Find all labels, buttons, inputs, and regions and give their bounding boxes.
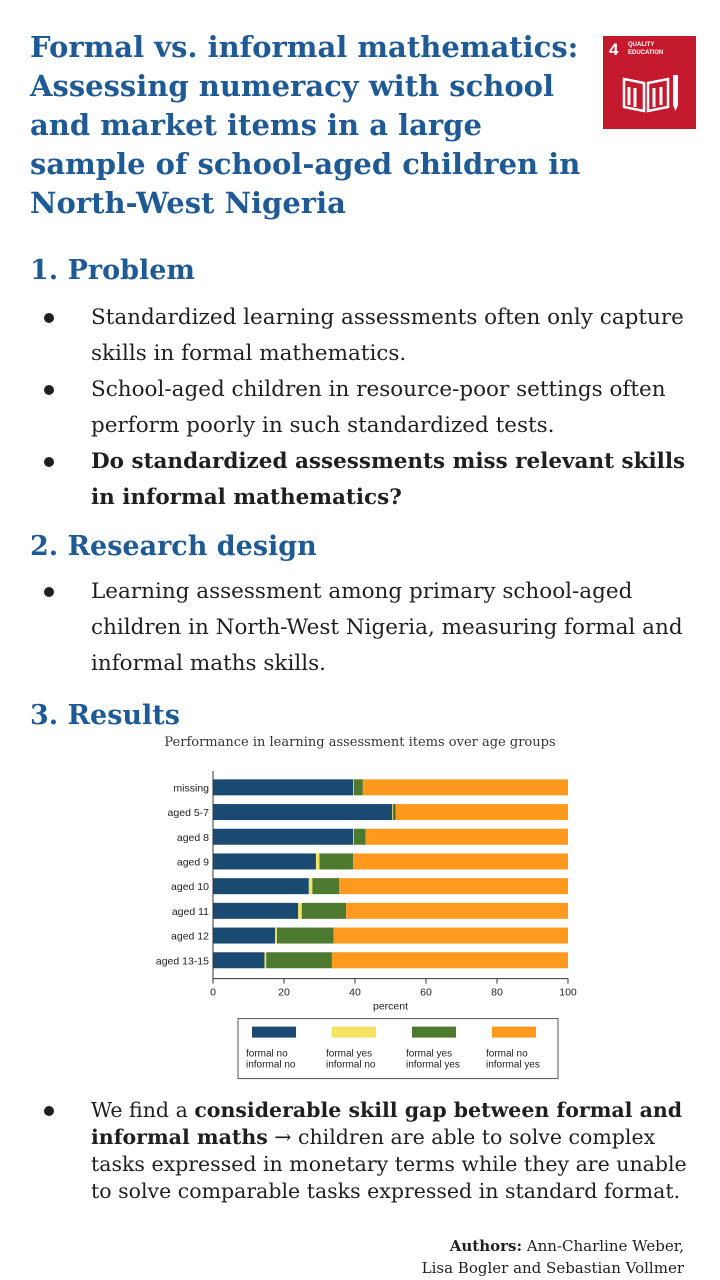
bar-segment [319, 853, 354, 870]
x-tick-label: 80 [491, 987, 503, 999]
bar-segment [213, 779, 354, 796]
category-label: aged 10 [171, 881, 209, 893]
bullet-icon [44, 457, 54, 467]
bar-segment [353, 779, 363, 796]
legend-label: formal no [246, 1049, 288, 1060]
x-tick-label: 0 [210, 987, 216, 999]
section-heading-problem: 1. Problem [30, 255, 196, 286]
category-label: aged 5-7 [168, 807, 210, 819]
list-item: Standardized learning assessments often … [0, 300, 690, 372]
category-label: aged 8 [177, 832, 209, 844]
bar-segment [213, 952, 265, 969]
book-pencil-icon [622, 75, 678, 113]
section-heading-research-design: 2. Research design [30, 531, 317, 562]
x-tick-label: 100 [559, 987, 577, 999]
bar-segment [213, 878, 309, 895]
bar-segment [266, 952, 332, 969]
bullet-icon [44, 587, 54, 597]
bar-segment [353, 853, 568, 870]
legend-swatch [412, 1026, 456, 1038]
bar-segment [213, 804, 393, 821]
bar-segment [353, 828, 366, 845]
stacked-bar-chart: missing aged 5-7 aged 8 aged 9 aged 10 aged 1… [129, 755, 591, 1090]
bar-segment [362, 779, 568, 796]
legend-label: formal yes [326, 1049, 372, 1060]
bar-segment [365, 828, 568, 845]
x-tick-label: 20 [278, 987, 290, 999]
legend-label: informal no [246, 1060, 296, 1071]
chart-svg: missing aged 5-7 aged 8 aged 9 aged 10 aged 1… [156, 771, 577, 1080]
bar-segment [353, 828, 354, 845]
bar-segment [312, 878, 340, 895]
bullet-icon [44, 313, 54, 323]
bar-segment [213, 853, 316, 870]
results-list: We find a considerable skill gap between… [0, 1097, 690, 1205]
legend-label: informal yes [406, 1060, 460, 1071]
legend-swatch [492, 1026, 536, 1038]
sdg-quality-education-badge: 4 QUALITY EDUCATION [603, 36, 696, 129]
list-item: We find a considerable skill gap between… [0, 1097, 690, 1205]
bar-segment [308, 878, 313, 895]
list-item: Learning assessment among primary school… [0, 574, 690, 682]
bar-segment [346, 902, 568, 919]
bar-segment [264, 952, 267, 969]
legend-label: formal no [486, 1049, 528, 1060]
bar-segment [333, 927, 568, 944]
category-label: aged 13-15 [156, 955, 209, 967]
x-tick-label: 60 [420, 987, 432, 999]
chart-caption: Performance in learning assessment items… [164, 735, 556, 750]
legend-label: formal yes [406, 1049, 452, 1060]
legend-swatch [252, 1026, 296, 1038]
legend-label: informal no [326, 1060, 376, 1071]
x-axis-label: percent [373, 1001, 408, 1013]
bar-segment [331, 952, 568, 969]
category-label: aged 12 [171, 931, 209, 943]
problem-list: Standardized learning assessments often … [0, 300, 690, 516]
bar-segment [353, 779, 354, 796]
sdg-number: 4 [609, 40, 619, 59]
design-list: Learning assessment among primary school… [0, 574, 690, 682]
list-item: Do standardized assessments miss relevan… [0, 444, 690, 516]
bar-segment [275, 927, 277, 944]
poster-title: Formal vs. informal mathematics: Assessi… [30, 30, 581, 220]
bar-segment [392, 804, 396, 821]
bullet-icon [44, 1106, 54, 1116]
bar-segment [301, 902, 347, 919]
bar-segment [392, 804, 393, 821]
x-tick-label: 40 [349, 987, 361, 999]
bar-segment [213, 927, 276, 944]
bullet-icon [44, 385, 54, 395]
category-label: missing [173, 782, 209, 794]
sdg-label: QUALITY EDUCATION [628, 42, 664, 56]
bar-segment [276, 927, 334, 944]
list-item: School-aged children in resource-poor se… [0, 372, 690, 444]
bar-segment [213, 902, 299, 919]
bar-segment [298, 902, 302, 919]
bar-segment [315, 853, 320, 870]
section-heading-results: 3. Results [30, 700, 180, 731]
legend-label: informal yes [486, 1060, 540, 1071]
bar-segment [395, 804, 568, 821]
category-label: aged 9 [177, 856, 209, 868]
authors: Authors: Ann-Charline Weber, Lisa Bogler… [421, 1237, 684, 1277]
category-label: aged 11 [172, 906, 209, 918]
legend-swatch [332, 1026, 376, 1038]
bar-segment [213, 828, 354, 845]
bar-segment [339, 878, 568, 895]
